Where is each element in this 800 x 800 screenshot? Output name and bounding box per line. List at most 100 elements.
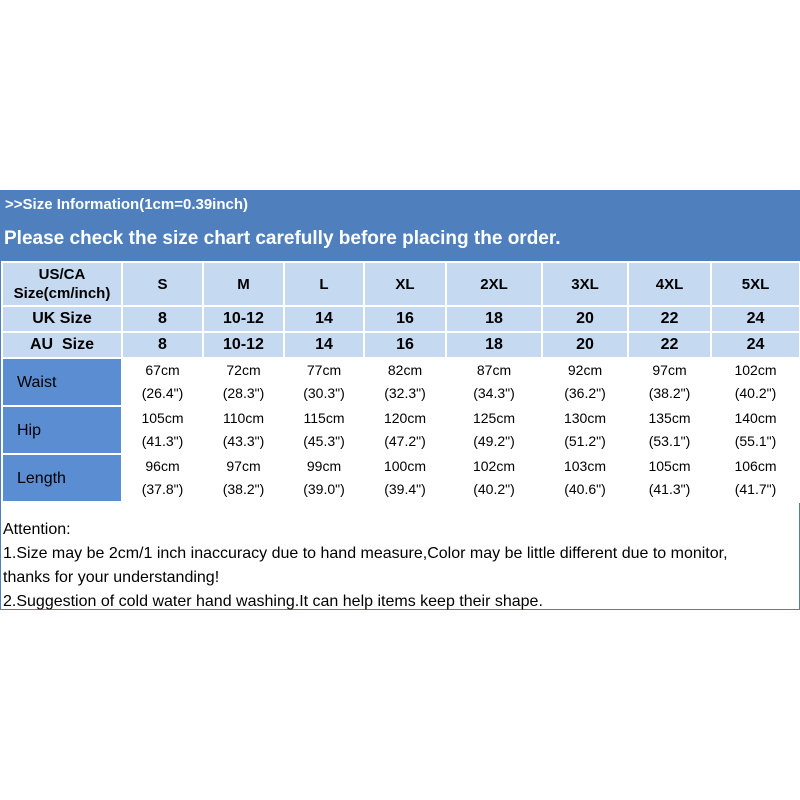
measurement-cell: 77cm (30.3") [283,357,365,407]
measurement-cell: 67cm (26.4") [121,357,204,407]
measurement-cell: 72cm (28.3") [202,357,285,407]
inch-value: (37.8") [141,481,184,497]
cm-value: 115cm [303,410,345,426]
size-header: 3XL [541,261,629,307]
measurement-cell: 106cm (41.7") [710,453,800,503]
cm-value: 125cm [472,410,516,426]
inch-value: (32.3") [384,385,426,401]
uk-size-cell: 14 [283,305,365,333]
cm-value: 67cm [145,362,180,378]
cm-value: 100cm [383,458,427,474]
cm-value: 130cm [563,410,607,426]
attention-title: Attention: [3,521,71,538]
inch-value: (49.2") [473,433,515,449]
cm-value: 105cm [141,410,184,426]
inch-value: (53.1") [648,433,691,449]
inch-value: (40.2") [734,385,777,401]
uk-size-label: UK Size [1,305,123,333]
inch-value: (41.7") [734,481,777,497]
au-size-cell: 20 [541,331,629,359]
inch-value: (45.3") [303,433,345,449]
measurement-cell: 82cm (32.3") [363,357,447,407]
uk-size-cell: 10-12 [202,305,285,333]
uk-size-cell: 24 [710,305,800,333]
cm-value: 106cm [734,458,777,474]
cm-value: 99cm [306,458,342,474]
measurement-cell: 102cm (40.2") [445,453,543,503]
attention-line-3: 2.Suggestion of cold water hand washing.… [3,593,543,610]
au-size-cell: 22 [627,331,712,359]
uk-size-row: UK Size 8 10-12 14 16 18 20 22 24 [1,305,800,333]
cm-value: 120cm [383,410,427,426]
measurement-cell: 105cm (41.3") [121,405,204,455]
size-header: S [121,261,204,307]
size-table: US/CA Size(cm/inch) S M L XL 2XL 3XL 4XL… [1,261,800,503]
size-info-header: >>Size Information(1cm=0.39inch) [1,191,799,219]
cm-value: 140cm [734,410,777,426]
inch-value: (40.6") [564,481,606,497]
cm-value: 135cm [648,410,691,426]
us-size-row: US/CA Size(cm/inch) S M L XL 2XL 3XL 4XL… [1,261,800,307]
measurement-cell: 102cm (40.2") [710,357,800,407]
uk-size-cell: 20 [541,305,629,333]
cm-value: 103cm [563,458,607,474]
cm-value: 72cm [226,362,261,378]
inch-value: (28.3") [222,385,265,401]
inch-value: (43.3") [222,433,265,449]
au-size-cell: 16 [363,331,447,359]
uk-size-cell: 18 [445,305,543,333]
measurement-cell: 92cm (36.2") [541,357,629,407]
inch-value: (41.3") [141,433,184,449]
measurement-cell: 105cm (41.3") [627,453,712,503]
inch-value: (26.4") [141,385,184,401]
inch-value: (34.3") [473,385,515,401]
measurement-row-waist: Waist 67cm (26.4") 72cm (28.3") 77cm (30.3") 82… [1,357,800,407]
au-size-cell: 24 [710,331,800,359]
au-size-row: AU Size 8 10-12 14 16 18 20 22 24 [1,331,800,359]
size-header: 4XL [627,261,712,307]
measurement-cell: 96cm (37.8") [121,453,204,503]
cm-value: 82cm [387,362,423,378]
attention-line-2: thanks for your understanding! [3,569,220,586]
measurement-row-length: Length 96cm (37.8") 97cm (38.2") 99cm (39.0") 1… [1,453,800,503]
size-header: 2XL [445,261,543,307]
inch-value: (40.2") [473,481,515,497]
cm-value: 92cm [567,362,603,378]
au-size-cell: 18 [445,331,543,359]
inch-value: (39.0") [303,481,345,497]
inch-value: (38.2") [222,481,265,497]
measurement-cell: 135cm (53.1") [627,405,712,455]
measurement-cell: 140cm (55.1") [710,405,800,455]
inch-value: (47.2") [384,433,426,449]
inch-value: (30.3") [303,385,345,401]
cm-value: 110cm [223,410,264,426]
au-size-cell: 8 [121,331,204,359]
au-size-cell: 14 [283,331,365,359]
measurement-cell: 97cm (38.2") [627,357,712,407]
size-header: L [283,261,365,307]
inch-value: (38.2") [648,385,691,401]
size-chart: >>Size Information(1cm=0.39inch) Please … [0,190,800,610]
measurement-label: Hip [1,405,123,455]
measurement-label: Waist [1,357,123,407]
inch-value: (36.2") [564,385,606,401]
au-size-label: AU Size [1,331,123,359]
uk-size-cell: 8 [121,305,204,333]
measurement-row-hip: Hip 105cm (41.3") 110cm (43.3") 115cm (45.3") 1… [1,405,800,455]
au-size-cell: 10-12 [202,331,285,359]
inch-value: (51.2") [564,433,606,449]
cm-value: 102cm [472,458,516,474]
size-header: M [202,261,285,307]
measurement-cell: 97cm (38.2") [202,453,285,503]
measurement-cell: 99cm (39.0") [283,453,365,503]
cm-value: 87cm [476,362,512,378]
inch-value: (39.4") [384,481,426,497]
measurement-cell: 120cm (47.2") [363,405,447,455]
measurement-cell: 100cm (39.4") [363,453,447,503]
measurement-cell: 110cm (43.3") [202,405,285,455]
attention-line-1: 1.Size may be 2cm/1 inch inaccuracy due … [3,545,728,562]
measurement-cell: 115cm (45.3") [283,405,365,455]
cm-value: 102cm [734,362,777,378]
uk-size-cell: 22 [627,305,712,333]
corner-label: US/CA Size(cm/inch) [1,261,123,307]
